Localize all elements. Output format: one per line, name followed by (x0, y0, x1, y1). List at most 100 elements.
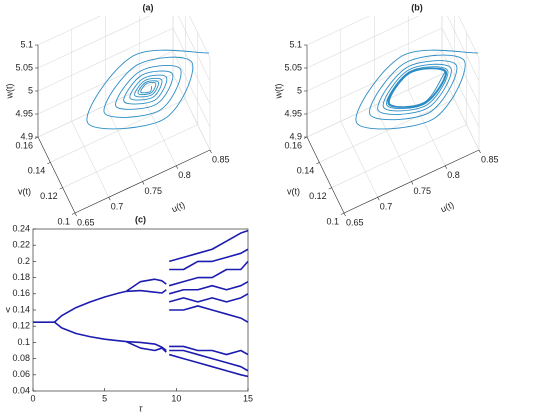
branch (168, 293, 249, 303)
x-tick-label: 0.75 (414, 186, 432, 196)
grid-line (441, 50, 480, 128)
grid-line (306, 16, 420, 69)
branch (168, 229, 249, 263)
y-axis (306, 136, 345, 214)
x-tick-label: 10 (171, 393, 181, 403)
x-tick (343, 212, 346, 217)
z-tick-label: 4.9 (20, 131, 33, 141)
trajectory (86, 49, 210, 130)
y-tick-label: 0.14 (297, 166, 315, 176)
x-tick-label: 0 (30, 393, 35, 403)
x-tick-label: 0.7 (380, 202, 393, 212)
y-tick (71, 212, 76, 215)
z-tick-label: 5.05 (284, 62, 302, 72)
grid-line (37, 27, 174, 92)
grid-line (105, 105, 143, 182)
x-tick (142, 181, 145, 185)
grid-line (441, 27, 480, 105)
x-tick-label: 0.7 (111, 202, 124, 212)
x-tick-label: 0.75 (145, 186, 163, 196)
y-tick (328, 187, 332, 190)
y-tick-label: 0.16 (15, 140, 33, 150)
chart-title: (a) (143, 2, 154, 12)
z-tick-label: 5.1 (289, 39, 302, 49)
grid-line (37, 16, 151, 69)
z-tick-label: 5.05 (15, 62, 33, 72)
grid-line (71, 121, 110, 198)
y-tick-label: 0.1 (326, 216, 339, 226)
x-axis-label: u(t) (170, 200, 186, 215)
x-tick (108, 197, 111, 201)
grid-line (172, 50, 211, 128)
branch (169, 349, 249, 372)
trajectory (355, 49, 479, 130)
grid-walls (37, 16, 211, 214)
x-tick (209, 149, 212, 154)
y-axis-label: v(t) (287, 186, 300, 196)
chart-title: (c) (135, 214, 146, 224)
y-tick-label: 0.16 (284, 140, 302, 150)
branch (168, 260, 249, 287)
y-tick-label: 0.2 (17, 256, 30, 266)
y-tick-label: 0.18 (12, 272, 30, 282)
grid-line (62, 124, 198, 188)
z-tick-label: 4.95 (15, 108, 33, 118)
branch (125, 340, 167, 353)
grid-line (441, 73, 480, 151)
branch (168, 280, 249, 295)
z-tick-label: 5 (28, 85, 33, 95)
grid-line (37, 73, 174, 138)
y-axis (37, 136, 76, 214)
plot-3d: 0.65 0.7 0.75 0.8 0.85 0.1 0.12 0.14 0.164.9 4.95… (4, 2, 230, 227)
branch (126, 289, 167, 294)
z-axis-label: w(t) (273, 84, 283, 100)
plot-3d: 0.65 0.7 0.75 0.8 0.85 0.1 0.12 0.14 0.164.9 4.95… (273, 2, 499, 227)
x-tick (444, 165, 448, 169)
x-tick-label: 0.85 (212, 154, 230, 164)
grid-line (340, 121, 379, 198)
x-tick (411, 181, 414, 185)
y-tick-label: 0.12 (40, 191, 58, 201)
x-tick-label: 0.85 (481, 154, 499, 164)
branch (169, 345, 249, 356)
x-tick (478, 149, 481, 154)
branch (125, 278, 167, 293)
grid-line (178, 16, 211, 82)
grid-line (374, 105, 412, 182)
y-tick-label: 0.16 (12, 288, 30, 298)
branch (54, 321, 127, 343)
y-tick (59, 187, 63, 190)
grid-line (50, 99, 186, 163)
x-axis-label: τ (139, 403, 143, 413)
y-tick-label: 0.1 (17, 337, 30, 347)
y-tick (47, 162, 51, 165)
x-tick-label: 0.65 (346, 217, 364, 227)
y-tick-label: 0.24 (12, 223, 30, 233)
z-axis-label: w(t) (4, 84, 14, 100)
grid-line (306, 27, 443, 92)
y-axis-label: v(t) (18, 186, 31, 196)
y-tick-label: 0.08 (12, 353, 30, 363)
grid-line (407, 89, 446, 166)
z-tick-label: 5.1 (20, 39, 33, 49)
chart-title: (b) (411, 2, 423, 12)
y-tick-label: 0.1 (57, 216, 70, 226)
y-tick-label: 0.12 (309, 191, 327, 201)
grid-line (138, 89, 177, 166)
branch (168, 353, 249, 378)
branch (169, 248, 249, 271)
grid-line (306, 16, 370, 46)
y-tick (316, 162, 320, 165)
y-tick-label: 0.04 (12, 385, 30, 395)
y-tick-label: 0.14 (12, 304, 30, 314)
grid-line (319, 99, 455, 163)
x-axis-label: u(t) (439, 200, 455, 215)
y-axis-label: v (6, 304, 11, 314)
y-tick (340, 212, 345, 215)
x-tick-label: 15 (243, 393, 253, 403)
branch (169, 305, 249, 323)
grid-line (447, 16, 480, 82)
branch (53, 290, 127, 323)
grid-line (172, 27, 211, 105)
